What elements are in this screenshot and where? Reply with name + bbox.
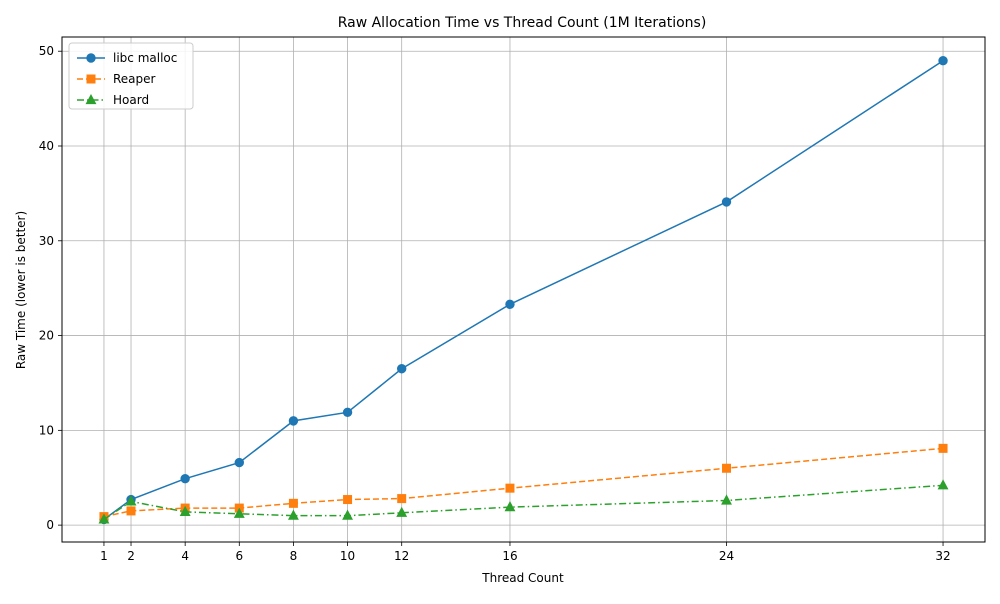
data-point-hoard	[125, 495, 137, 506]
y-tick-label: 40	[39, 139, 54, 153]
data-point-libc-malloc	[505, 299, 515, 309]
data-point-libc-malloc	[721, 197, 732, 207]
data-point-reaper	[343, 495, 353, 505]
y-tick-label: 10	[39, 423, 54, 437]
legend-item-hoard: Hoard	[77, 93, 149, 107]
data-point-hoard	[342, 509, 353, 520]
data-point-libc-malloc	[234, 457, 244, 468]
x-tick-label: 8	[290, 549, 298, 563]
data-point-libc-malloc	[288, 416, 299, 426]
data-point-libc-malloc	[342, 407, 353, 418]
chart-title: Raw Allocation Time vs Thread Count (1M …	[338, 15, 707, 31]
data-point-reaper	[938, 443, 948, 453]
data-point-hoard	[396, 506, 408, 517]
grid	[62, 37, 985, 542]
x-tick-label: 1	[100, 549, 108, 563]
data-point-hoard	[233, 507, 245, 518]
legend-label-hoard: Hoard	[113, 93, 149, 107]
y-tick-label: 30	[39, 234, 54, 248]
data-point-libc-malloc	[180, 473, 190, 484]
y-tick-label: 0	[46, 518, 54, 532]
data-point-hoard	[98, 513, 110, 524]
series-line-hoard	[103, 484, 944, 521]
legend-marker-libc-malloc	[86, 53, 96, 63]
data-point-libc-malloc	[396, 364, 407, 374]
legend-label-reaper: Reaper	[113, 72, 156, 86]
data-point-reaper	[288, 498, 298, 508]
data-point-hoard	[287, 509, 299, 520]
data-point-hoard	[721, 494, 732, 505]
y-tick-label: 20	[39, 329, 54, 343]
y-tick-label: 50	[39, 44, 54, 58]
series-line-libc-malloc	[103, 60, 944, 521]
x-tick-label: 12	[394, 549, 409, 563]
legend: libc malloc Reaper Hoard	[68, 42, 194, 110]
series-line-reaper	[103, 447, 944, 518]
legend-label-libc-malloc: libc malloc	[113, 51, 177, 65]
x-tick-label: 2	[127, 549, 135, 563]
legend-box	[68, 42, 194, 110]
data-point-reaper	[722, 463, 732, 473]
x-tick-label: 6	[235, 549, 243, 563]
data-point-libc-malloc	[938, 55, 948, 66]
series-libc-malloc	[99, 55, 948, 525]
x-tick-label: 16	[502, 549, 517, 563]
x-tick-label: 10	[340, 549, 355, 563]
legend-marker-hoard	[85, 93, 97, 105]
x-axis-label: Thread Count	[481, 571, 564, 585]
series-layer	[98, 55, 949, 525]
x-tick-label: 32	[935, 549, 950, 563]
data-point-hoard	[504, 501, 516, 512]
plot-area-frame	[61, 36, 986, 543]
legend-marker-reaper	[86, 74, 96, 84]
data-point-hoard	[179, 505, 191, 516]
legend-item-libc-malloc: libc malloc	[77, 51, 177, 65]
x-tick-label: 24	[719, 549, 734, 563]
data-point-reaper	[397, 494, 407, 504]
series-hoard	[98, 479, 949, 524]
y-axis-label: Raw Time (lower is better)	[14, 211, 28, 369]
x-tick-label: 4	[181, 549, 189, 563]
legend-item-reaper: Reaper	[77, 72, 156, 86]
data-point-hoard	[937, 479, 949, 490]
data-point-reaper	[505, 483, 515, 493]
series-reaper	[99, 443, 948, 522]
data-point-reaper	[126, 506, 136, 516]
